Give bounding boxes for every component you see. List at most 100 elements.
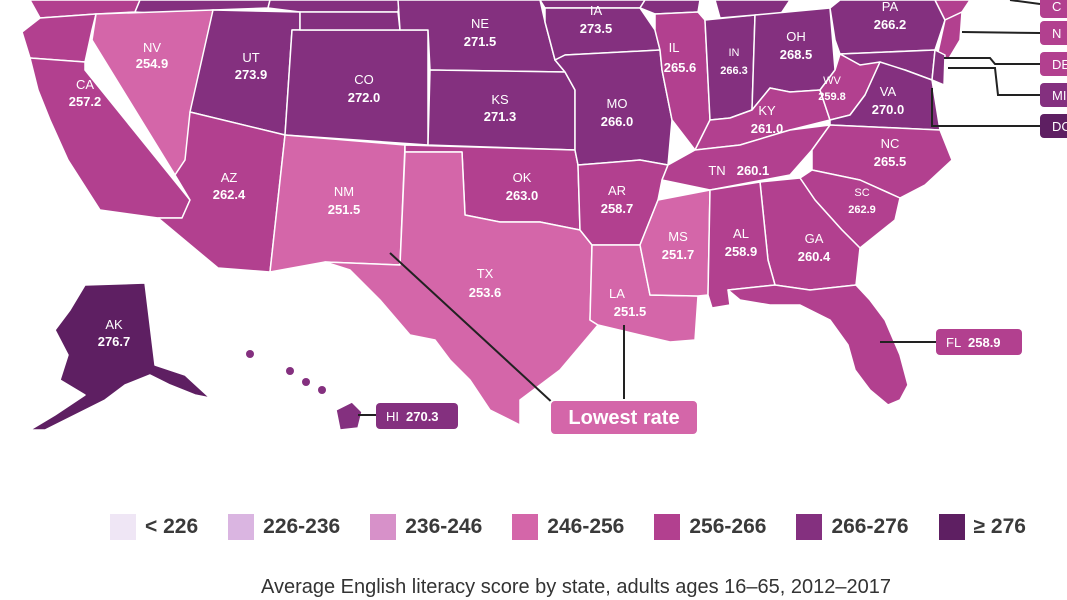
svg-text:WV: WV — [823, 75, 841, 87]
svg-text:271.3: 271.3 — [484, 109, 517, 124]
state-label-ak: AK 276.7 — [98, 317, 131, 349]
svg-text:273.9: 273.9 — [235, 67, 268, 82]
state-shape-de — [931, 49, 946, 86]
legend-label: 236-246 — [405, 515, 483, 538]
state-shape-pa — [829, 0, 946, 55]
legend-item-ge276: ≥ 276 — [938, 514, 1026, 540]
svg-text:276.7: 276.7 — [98, 334, 131, 349]
legend-swatch-ge276 — [938, 514, 965, 540]
svg-text:268.5: 268.5 — [780, 47, 813, 62]
state-label-co: CO 272.0 — [348, 72, 381, 105]
svg-text:253.6: 253.6 — [469, 285, 502, 300]
state-shape-mt — [267, 0, 401, 13]
svg-text:IN: IN — [729, 47, 740, 59]
state-shape-hi — [335, 401, 363, 431]
state-label-tx: TX 253.6 — [469, 266, 502, 300]
state-shape-hi-isle-3 — [302, 378, 310, 386]
svg-text:C: C — [1052, 0, 1061, 14]
state-shape-il — [654, 11, 711, 151]
legend-label: < 226 — [145, 515, 199, 538]
legend-item-246-256: 246-256 — [512, 514, 624, 540]
svg-text:266.3: 266.3 — [720, 65, 748, 77]
svg-text:251.7: 251.7 — [662, 247, 695, 262]
svg-text:FL: FL — [946, 335, 961, 350]
svg-text:KS: KS — [491, 92, 509, 107]
svg-text:AR: AR — [608, 183, 626, 198]
svg-text:MO: MO — [607, 96, 628, 111]
svg-text:251.5: 251.5 — [614, 304, 647, 319]
fl-callout: FL 258.9 — [936, 329, 1022, 355]
map-caption: Average English literacy score by state,… — [260, 576, 892, 598]
map-legend: < 226 226-236 236-246 246-256 256-266 26… — [110, 512, 1026, 542]
legend-label: 246-256 — [547, 515, 625, 538]
de-callout-line — [944, 57, 1040, 65]
legend-swatch-lt226 — [110, 514, 136, 540]
svg-text:UT: UT — [242, 50, 259, 65]
legend-label: ≥ 276 — [973, 515, 1026, 538]
state-shape-or — [21, 13, 97, 63]
svg-text:CA: CA — [76, 77, 94, 92]
legend-swatch-226-236 — [228, 514, 255, 540]
state-label-il: IL 265.6 — [664, 40, 697, 75]
state-shape-co — [284, 29, 429, 146]
svg-text:DE: DE — [1052, 57, 1067, 72]
state-label-ms: MS 251.7 — [662, 229, 695, 262]
legend-item-226-236: 226-236 — [228, 514, 340, 540]
svg-text:DC: DC — [1052, 119, 1067, 134]
svg-text:258.9: 258.9 — [968, 335, 1001, 350]
svg-text:260.4: 260.4 — [798, 249, 831, 264]
svg-text:257.2: 257.2 — [69, 94, 102, 109]
svg-text:VA: VA — [880, 84, 897, 99]
svg-text:HI: HI — [386, 409, 399, 424]
state-label-wv: WV 259.8 — [818, 75, 846, 103]
lowest-rate-line-nm — [389, 252, 556, 406]
svg-text:NM: NM — [334, 184, 354, 199]
svg-text:261.0: 261.0 — [751, 121, 784, 136]
svg-text:265.6: 265.6 — [664, 60, 697, 75]
svg-text:TN: TN — [708, 163, 725, 178]
svg-text:N: N — [1052, 26, 1061, 41]
state-label-ks: KS 271.3 — [484, 92, 517, 124]
state-shape-hi-isle-4 — [318, 386, 326, 394]
svg-text:GA: GA — [805, 231, 824, 246]
state-shape-tx — [324, 151, 599, 426]
east-state-callout-tabs: C N DE MI DC — [1040, 0, 1067, 138]
svg-text:IL: IL — [669, 40, 680, 55]
svg-text:263.0: 263.0 — [506, 188, 539, 203]
svg-text:251.5: 251.5 — [328, 202, 361, 217]
svg-text:272.0: 272.0 — [348, 90, 381, 105]
svg-text:273.5: 273.5 — [580, 21, 613, 36]
svg-text:270.3: 270.3 — [406, 409, 439, 424]
state-label-in: IN 266.3 — [720, 47, 748, 77]
state-label-mo: MO 266.0 — [601, 96, 634, 129]
legend-swatch-246-256 — [512, 514, 539, 540]
state-label-tn: TN 260.1 — [708, 163, 769, 178]
nj-callout-line — [961, 31, 1041, 34]
state-label-ia: IA 273.5 — [580, 3, 613, 36]
east-callout-lines — [1009, 0, 1041, 5]
svg-text:262.4: 262.4 — [213, 187, 246, 202]
state-shape-wy — [299, 11, 401, 31]
svg-text:NC: NC — [881, 136, 900, 151]
svg-text:262.9: 262.9 — [848, 204, 876, 216]
lowest-rate-callout: Lowest rate — [549, 399, 699, 436]
state-label-ut: UT 273.9 — [235, 50, 268, 82]
svg-text:OH: OH — [786, 29, 806, 44]
svg-text:266.0: 266.0 — [601, 114, 634, 129]
legend-item-256-266: 256-266 — [654, 514, 766, 540]
svg-text:TX: TX — [477, 266, 494, 281]
legend-label: 256-266 — [689, 515, 767, 538]
svg-text:SC: SC — [854, 187, 869, 199]
state-label-sc: SC 262.9 — [848, 187, 876, 216]
legend-label: 226-236 — [263, 515, 341, 538]
md-callout-line — [948, 67, 1040, 96]
state-shape-hi-isle-2 — [286, 367, 294, 375]
state-shape-ak — [29, 282, 211, 431]
state-label-az: AZ 262.4 — [213, 170, 246, 202]
svg-text:Lowest rate: Lowest rate — [568, 407, 679, 429]
legend-item-lt226: < 226 — [110, 514, 198, 540]
state-label-pa: PA 266.2 — [874, 0, 907, 32]
hi-callout: HI 270.3 — [376, 403, 458, 429]
svg-text:PA: PA — [882, 0, 899, 14]
